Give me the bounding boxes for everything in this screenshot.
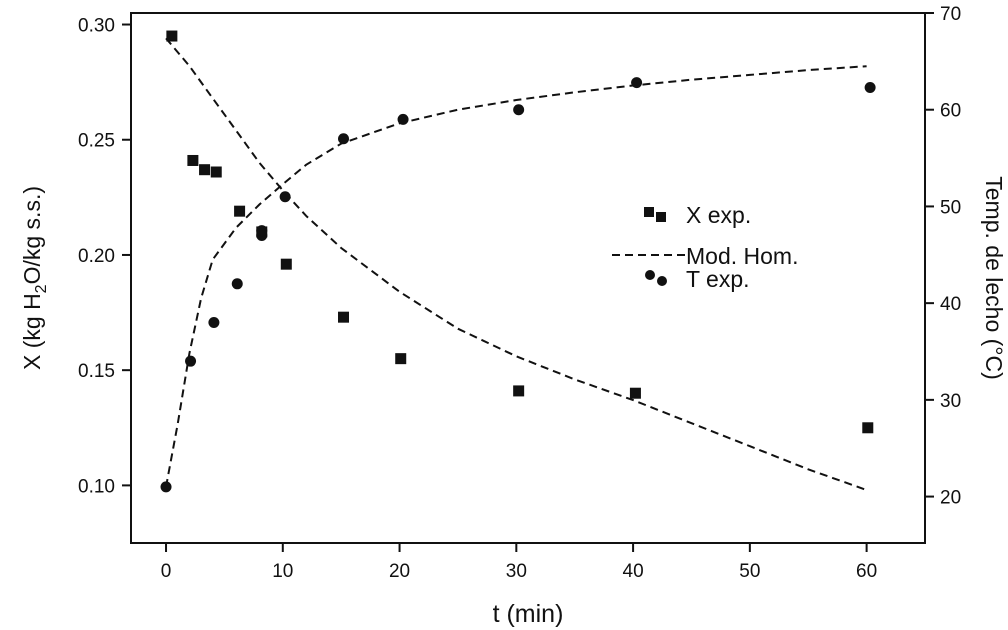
legend-circle-marker xyxy=(645,270,655,280)
x-exp-point xyxy=(199,164,211,176)
y-right-tick-label: 30 xyxy=(940,391,961,412)
y-right-tick-label: 20 xyxy=(940,488,961,509)
x-exp-point xyxy=(395,353,407,365)
t-exp-point xyxy=(631,77,643,89)
y-right-tick-label: 40 xyxy=(940,294,961,315)
t-exp-point xyxy=(256,225,268,237)
legend-square-marker xyxy=(656,212,666,222)
y-left-axis-ticks: 0.10 0.15 0.20 0.25 0.30 xyxy=(78,16,131,497)
x-tick-label: 40 xyxy=(623,561,644,582)
t-exp-point xyxy=(279,191,291,203)
t-exp-point xyxy=(513,104,525,116)
y-left-tick-label: 0.20 xyxy=(78,246,115,267)
x-exp-point xyxy=(280,258,292,270)
x-exp-point xyxy=(210,166,222,178)
x-tick-label: 20 xyxy=(389,561,410,582)
x-exp-point xyxy=(862,422,874,434)
y-right-tick-label: 50 xyxy=(940,197,961,218)
x-tick-label: 0 xyxy=(161,561,172,582)
t-exp-point xyxy=(160,481,172,493)
model-line-left xyxy=(165,37,867,491)
y-left-tick-label: 0.25 xyxy=(78,131,115,152)
legend-item-x-exp: X exp. xyxy=(644,202,751,228)
t-exp-point xyxy=(231,278,243,290)
legend-item-mod-hom: Mod. Hom. xyxy=(612,243,798,269)
legend-item-t-exp: T exp. xyxy=(645,266,750,292)
x-exp-point xyxy=(187,154,199,166)
t-exp-point xyxy=(397,113,409,125)
y-right-tick-label: 60 xyxy=(940,101,961,122)
y-right-axis-ticks: 20 30 40 50 60 70 xyxy=(925,4,961,509)
x-tick-label: 10 xyxy=(272,561,293,582)
t-exp-point xyxy=(864,81,876,93)
x-exp-point xyxy=(629,387,641,399)
y-right-tick-label: 70 xyxy=(940,4,961,25)
x-axis-label: t (min) xyxy=(493,600,564,628)
model-line-right xyxy=(165,65,867,488)
legend: X exp. Mod. Hom. T exp. xyxy=(612,202,798,292)
x-tick-label: 60 xyxy=(856,561,877,582)
t-exp-point xyxy=(185,355,197,367)
legend-square-marker xyxy=(644,207,654,217)
x-tick-label: 50 xyxy=(739,561,760,582)
y-left-tick-label: 0.10 xyxy=(78,476,115,497)
y-left-axis-label: X (kg H2O/kg s.s.) xyxy=(19,186,50,370)
y-left-tick-label: 0.15 xyxy=(78,361,115,382)
legend-label-t-exp: T exp. xyxy=(686,266,750,292)
y-right-axis-label: Temp. de lecho (°C) xyxy=(981,176,1007,380)
legend-label-x-exp: X exp. xyxy=(686,202,751,228)
t-exp-point xyxy=(208,316,220,328)
plot-frame xyxy=(130,12,926,544)
legend-circle-marker xyxy=(657,276,667,286)
x-exp-point xyxy=(234,205,246,217)
x-exp-point xyxy=(513,385,525,397)
x-exp-point xyxy=(166,30,178,42)
t-exp-point xyxy=(338,133,350,145)
x-exp-point xyxy=(338,311,350,323)
y-left-tick-label: 0.30 xyxy=(78,16,115,37)
x-axis-ticks: 0 10 20 30 40 50 60 xyxy=(161,543,877,582)
data-markers xyxy=(160,30,876,493)
x-tick-label: 30 xyxy=(506,561,527,582)
legend-label-mod-hom: Mod. Hom. xyxy=(686,243,798,269)
